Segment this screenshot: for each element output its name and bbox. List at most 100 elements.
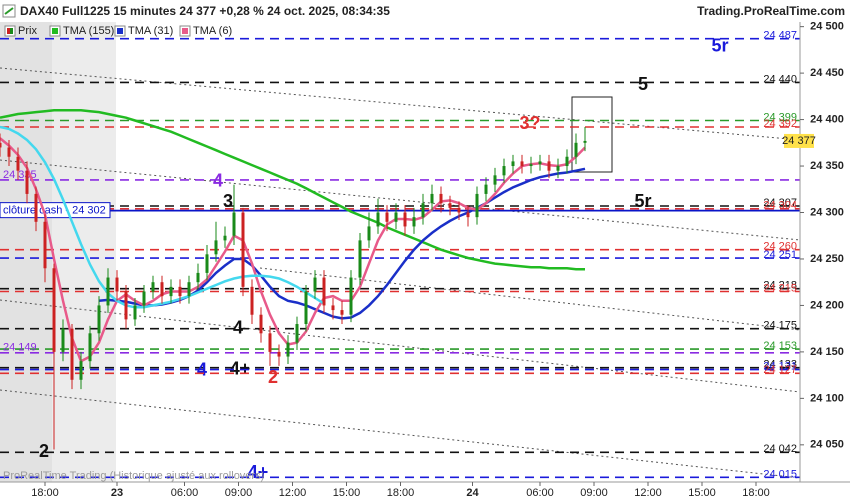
legend-swatch — [7, 28, 10, 34]
y-tick-label: 24 500 — [810, 21, 844, 33]
current-price-box — [784, 133, 814, 148]
candle-body — [295, 324, 299, 343]
header-icon-line — [4, 7, 14, 15]
trendline — [0, 389, 801, 479]
candle-body — [511, 161, 515, 167]
close-label-box — [0, 202, 111, 219]
candle-body — [160, 282, 164, 297]
candle-body — [547, 161, 551, 171]
candle-body — [520, 161, 524, 167]
level-label: 24 251 — [763, 249, 797, 261]
candle-body — [115, 277, 119, 292]
legend-swatch — [117, 28, 123, 34]
y-tick-label: 24 250 — [810, 253, 844, 265]
x-tick-label: 18:00 — [387, 487, 415, 499]
y-tick-label: 24 050 — [810, 439, 844, 451]
candle-body — [187, 282, 191, 297]
candle-body — [25, 170, 29, 194]
trendline — [0, 159, 801, 241]
candle-body — [376, 212, 380, 227]
level-label: 24 218 — [763, 280, 797, 292]
candle-body — [583, 140, 587, 143]
level-label: 24 131 — [763, 360, 797, 372]
candle-body — [556, 166, 560, 171]
candle-body — [421, 203, 425, 218]
candle-body — [169, 286, 173, 297]
level-label: 24 175 — [763, 320, 797, 332]
level-label: 24 015 — [763, 468, 797, 480]
candle-body — [448, 203, 452, 208]
legend-swatch — [182, 28, 188, 34]
candle-body — [43, 221, 47, 269]
candle-body — [331, 305, 335, 311]
level-label: 24 304 — [763, 200, 797, 212]
ma-line — [0, 109, 585, 271]
level-note: 3 — [223, 191, 233, 211]
level-label: 24 399 — [763, 111, 797, 123]
trendlines — [0, 67, 801, 479]
close-label: clôture cash - 24 302 — [3, 205, 106, 217]
level-label: 24 215 — [763, 282, 797, 294]
x-tick-label: 18:00 — [31, 487, 59, 499]
level-note: 3? — [519, 113, 540, 133]
ma-line — [0, 125, 325, 309]
candle-body — [79, 361, 83, 380]
candle-body — [151, 282, 155, 292]
y-tick-label: 24 450 — [810, 67, 844, 79]
legend-swatch — [10, 28, 13, 34]
candle-body — [205, 254, 209, 273]
candle-body — [178, 286, 182, 297]
level-label: 24 153 — [763, 340, 797, 352]
y-tick-label: 24 300 — [810, 206, 844, 218]
candle-body — [313, 277, 317, 292]
candle-body — [322, 277, 326, 306]
candle-body — [484, 184, 488, 194]
level-label: 24 149 — [3, 342, 37, 354]
candle-body — [358, 240, 362, 278]
candle-body — [241, 212, 245, 287]
candle-body — [97, 305, 101, 334]
candle-body — [475, 193, 479, 218]
current-price-label: 24 377 — [782, 135, 816, 147]
x-tick-label: 09:00 — [580, 487, 608, 499]
level-label: 24 127 — [763, 364, 797, 376]
x-tick-label: 15:00 — [333, 487, 361, 499]
candle-body — [349, 277, 353, 315]
level-note: 2 — [39, 441, 49, 461]
level-note: 5r — [711, 35, 728, 55]
level-label: 24 260 — [763, 241, 797, 253]
candle-body — [466, 212, 470, 218]
candle-body — [457, 207, 461, 213]
y-tick-label: 24 350 — [810, 160, 844, 172]
y-tick-label: 24 150 — [810, 346, 844, 358]
candle-body — [286, 342, 290, 357]
chart-title: DAX40 Full1225 15 minutes 24 377 +0,28 %… — [20, 4, 390, 18]
level-note: 5 — [638, 74, 648, 94]
level-label: 24 440 — [763, 73, 797, 85]
candle-body — [538, 161, 542, 165]
y-tick-label: 24 100 — [810, 392, 844, 404]
candle-body — [70, 328, 74, 380]
level-label: 24 133 — [763, 359, 797, 371]
x-tick-label: 12:00 — [634, 487, 662, 499]
candle-body — [493, 175, 497, 185]
y-tick-label: 24 400 — [810, 113, 844, 125]
candle-body — [367, 226, 371, 241]
candle-body — [223, 235, 227, 241]
candle-body — [0, 142, 2, 148]
x-tick-label: 06:00 — [526, 487, 554, 499]
candle-body — [142, 291, 146, 306]
x-tick-label: 12:00 — [279, 487, 307, 499]
legend-label: TMA (31) — [128, 25, 173, 37]
level-note: 2 — [268, 367, 278, 387]
candle-body — [52, 268, 56, 352]
candle-body — [430, 193, 434, 204]
candle-body — [106, 277, 110, 306]
level-note: 4+ — [230, 358, 251, 378]
x-tick-label: 06:00 — [171, 487, 199, 499]
x-tick-label: 18:00 — [742, 487, 770, 499]
candle-body — [529, 164, 533, 167]
highlight-box — [571, 96, 613, 173]
level-note: 4 — [197, 359, 207, 379]
